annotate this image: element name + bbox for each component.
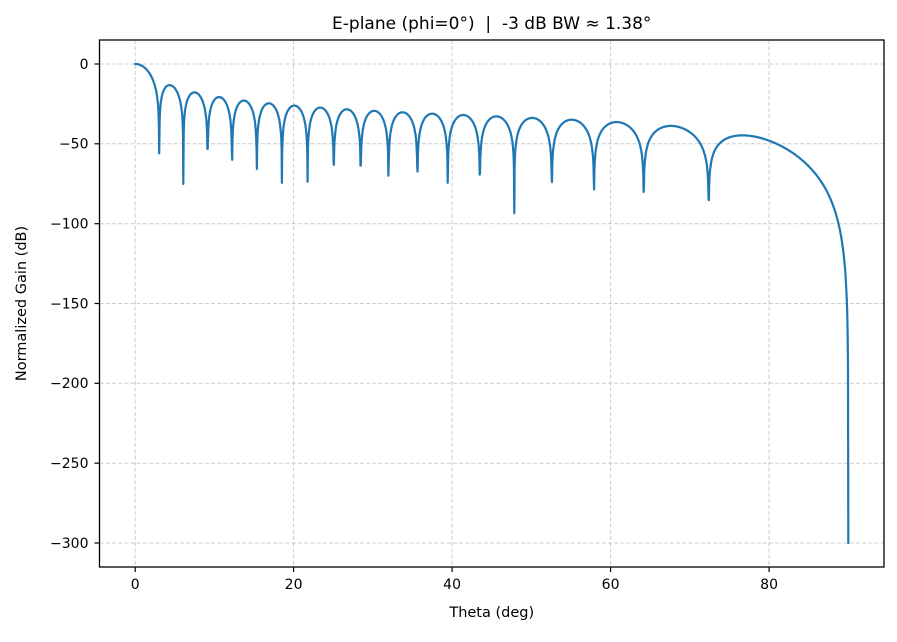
axis-tick-labels: 0 20 40 60 80 0 −50 −100 −150 −200 −250 −300 — [50, 57, 778, 593]
grid-lines — [99, 40, 884, 567]
y-tick-label: −250 — [50, 456, 88, 472]
x-axis-label: Theta (deg) — [448, 605, 534, 621]
x-tick-label: 60 — [602, 577, 620, 593]
x-tick-label: 0 — [131, 577, 140, 593]
y-tick-label: −50 — [59, 137, 89, 153]
y-axis-label: Normalized Gain (dB) — [14, 226, 30, 381]
y-tick-label: 0 — [80, 57, 89, 73]
x-tick-label: 80 — [760, 577, 778, 593]
pattern-curve — [134, 62, 850, 545]
x-tick-label: 20 — [285, 577, 303, 593]
y-tick-label: −150 — [50, 296, 88, 312]
y-tick-label: −300 — [50, 536, 88, 552]
y-tick-label: −200 — [50, 376, 88, 392]
axis-tick-marks — [94, 63, 770, 572]
plot-border — [98, 39, 885, 568]
x-tick-label: 40 — [443, 577, 461, 593]
chart-title: E-plane (phi=0°) | -3 dB BW ≈ 1.38° — [332, 14, 651, 34]
y-tick-label: −100 — [50, 217, 88, 233]
